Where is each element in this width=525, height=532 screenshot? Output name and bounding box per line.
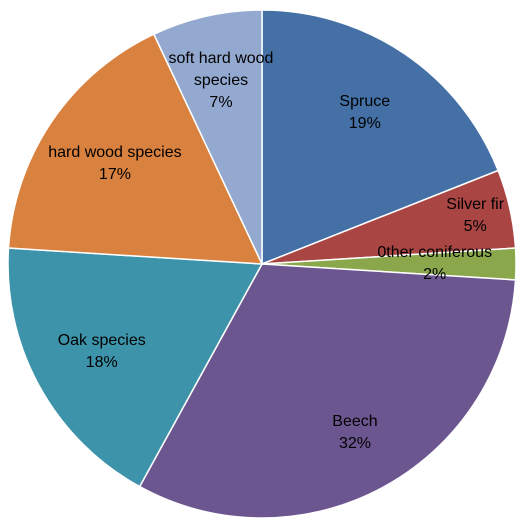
pie-slice [7, 33, 264, 265]
slice-label: Silver fir 5% [400, 194, 525, 238]
category-label: Oak species [57, 332, 146, 350]
pie-slice [138, 263, 517, 519]
slice-label: Beech 32% [280, 411, 430, 455]
category-label: 0ther coniferous [377, 244, 493, 261]
category-label: hard wood species [48, 144, 182, 162]
slice-label: Oak species 18% [27, 330, 177, 374]
value-label: 19% [348, 114, 381, 132]
value-label: 5% [463, 218, 487, 236]
pie-slice [152, 9, 263, 265]
category-label: Silver fir [446, 196, 505, 214]
value-label: 18% [85, 354, 118, 372]
slice-label: 0ther coniferous 2% [360, 242, 510, 286]
pie-slice [7, 247, 264, 488]
pie-slice [261, 9, 500, 266]
category-label: Spruce [339, 92, 391, 110]
value-label: 2% [423, 266, 447, 283]
category-label: Beech [332, 413, 378, 431]
value-label: 17% [98, 166, 131, 184]
value-label: 32% [338, 435, 371, 453]
slice-label: soft hard wood species 7% [156, 48, 286, 114]
value-label: 7% [209, 93, 233, 111]
slice-label: Spruce 19% [290, 91, 440, 135]
category-label: soft hard wood species [168, 49, 274, 89]
slice-label: hard wood species 17% [40, 142, 190, 186]
